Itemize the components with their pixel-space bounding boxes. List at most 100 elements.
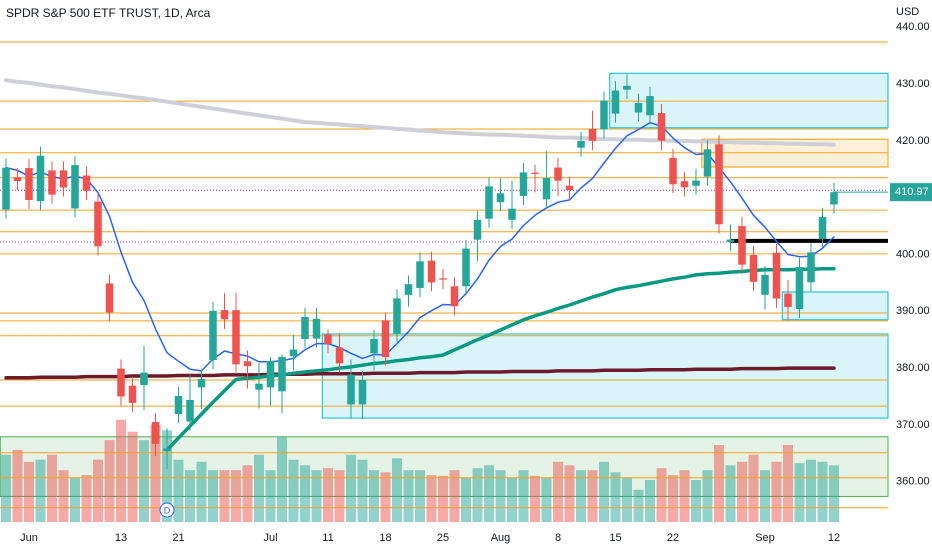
candle-body xyxy=(48,170,56,195)
candle-body xyxy=(301,317,309,340)
x-tick-label: 13 xyxy=(115,532,127,544)
x-tick-label: Aug xyxy=(491,532,511,544)
volume-bar xyxy=(35,459,46,522)
candle-body xyxy=(462,248,470,287)
volume-bar xyxy=(748,454,759,522)
volume-bar xyxy=(242,465,253,522)
candle-body xyxy=(427,260,436,283)
x-tick-label: 21 xyxy=(172,532,184,544)
volume-bar xyxy=(599,461,609,522)
candle-body xyxy=(197,379,206,388)
volume-bar xyxy=(104,440,115,522)
candle-body xyxy=(657,113,666,141)
x-tick-label: 8 xyxy=(555,532,561,544)
dividend-marker xyxy=(159,502,175,518)
volume-bar xyxy=(633,489,644,522)
candle-body xyxy=(588,128,597,141)
volume-bar xyxy=(449,470,460,522)
volume-bar xyxy=(116,419,126,522)
candle-body xyxy=(623,85,631,90)
candle-body xyxy=(243,361,252,367)
candle-body xyxy=(485,186,493,219)
candle-body xyxy=(508,208,516,220)
candle-body xyxy=(105,283,114,313)
volume-bar xyxy=(553,461,563,522)
y-tick-label: 440.00 xyxy=(896,21,930,33)
candle-body xyxy=(519,172,528,196)
candle-body xyxy=(381,320,390,357)
volume-bar xyxy=(334,470,345,522)
volume-bar xyxy=(576,470,586,522)
volume-bar xyxy=(645,480,655,522)
volume-bar xyxy=(162,430,172,522)
y-tick-label: 390.00 xyxy=(896,305,930,317)
candle-body xyxy=(25,168,33,200)
candle-body xyxy=(692,180,700,186)
volume-bar xyxy=(806,459,816,522)
candle-body xyxy=(174,396,183,415)
candle-body xyxy=(358,379,367,405)
volume-bar xyxy=(725,465,736,522)
volume-bar xyxy=(794,463,805,522)
candle-body xyxy=(611,90,620,114)
volume-bar xyxy=(691,480,701,522)
y-tick-label: 360.00 xyxy=(896,476,930,488)
candle-body xyxy=(324,334,332,345)
volume-bar xyxy=(783,445,793,522)
candle-body xyxy=(393,298,401,334)
volume-bar xyxy=(93,459,103,522)
y-tick-label: 380.00 xyxy=(896,362,930,374)
candle-body xyxy=(830,192,838,205)
zone xyxy=(321,333,889,419)
candle-body xyxy=(577,140,585,148)
candle-body xyxy=(416,261,424,288)
candle-body xyxy=(347,374,355,405)
candle-body xyxy=(784,293,792,307)
volume-bar xyxy=(288,459,299,522)
volume-bar xyxy=(346,454,356,522)
y-tick-label: 400.00 xyxy=(896,248,930,260)
candle-body xyxy=(749,255,758,282)
candles xyxy=(2,74,838,470)
y-tick-label: 370.00 xyxy=(896,419,930,431)
candle-body xyxy=(738,226,746,265)
volume-bar xyxy=(714,445,724,522)
volume-bar xyxy=(265,470,276,522)
volume-bar xyxy=(438,475,448,522)
volume-bar xyxy=(150,424,161,522)
volume-bar xyxy=(564,465,575,522)
volume-bar xyxy=(173,459,184,522)
candle-body xyxy=(2,167,10,210)
volume-bar xyxy=(518,470,529,522)
candle-body xyxy=(439,278,447,280)
volume-bar xyxy=(737,461,747,522)
volume-bar xyxy=(311,470,322,522)
candle-body xyxy=(209,310,217,361)
candle-body xyxy=(542,177,551,200)
volume-bar xyxy=(495,470,506,522)
candle-body xyxy=(59,170,68,188)
volume-bar xyxy=(81,475,92,522)
candle-body xyxy=(94,201,102,247)
volume-bar xyxy=(817,461,828,522)
candle-body xyxy=(496,193,505,203)
volume-bar xyxy=(507,477,517,522)
candle-body xyxy=(255,383,263,390)
volume-bar xyxy=(369,470,379,522)
volume-bar xyxy=(403,470,414,522)
volume-bar xyxy=(277,437,287,522)
candle-body xyxy=(473,219,482,240)
volume-bar xyxy=(656,468,667,522)
volume-bar xyxy=(610,472,621,522)
volume-bar xyxy=(392,458,402,522)
x-tick-label: 25 xyxy=(437,532,449,544)
volume-bar xyxy=(679,470,690,522)
candle-body xyxy=(220,310,229,320)
candle-body xyxy=(36,155,45,202)
volume-bar xyxy=(760,470,770,522)
candle-body xyxy=(117,368,125,397)
last-price-label: 410.97 xyxy=(895,186,929,198)
volume-bar xyxy=(1,454,11,522)
